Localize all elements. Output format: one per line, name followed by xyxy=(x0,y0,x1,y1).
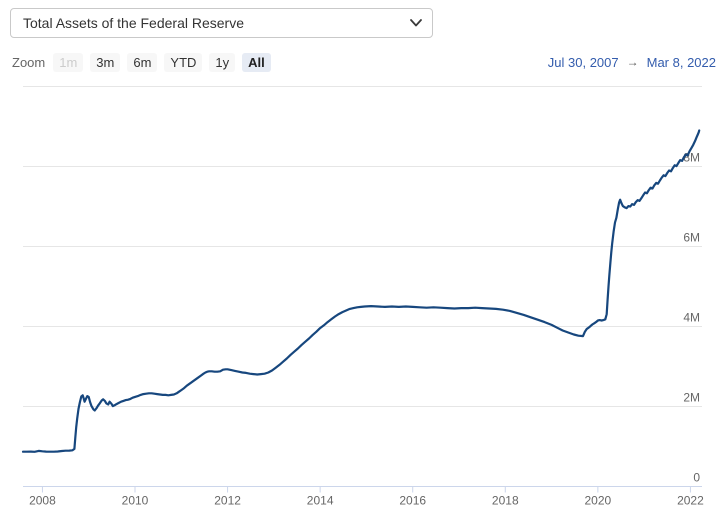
y-axis-label: 6M xyxy=(683,231,700,245)
x-axis-label: 2014 xyxy=(307,494,334,508)
series-line xyxy=(21,129,701,453)
y-axis-label: 8M xyxy=(683,151,700,165)
zoom-button-all[interactable]: All xyxy=(242,52,271,72)
range-selector: Zoom 1m 3m 6m YTD 1y All Jul 30, 2007 → … xyxy=(12,51,716,73)
date-to[interactable]: Mar 8, 2022 xyxy=(646,54,716,70)
chevron-down-icon xyxy=(410,19,422,27)
y-axis-label: 4M xyxy=(683,311,700,325)
zoom-button-6m[interactable]: 6m xyxy=(127,52,158,72)
y-axis-label: 2M xyxy=(683,391,700,405)
arrow-right-icon: → xyxy=(626,55,639,69)
zoom-button-3m[interactable]: 3m xyxy=(90,52,121,72)
y-axis-label: 0 xyxy=(693,471,700,485)
date-range: Jul 30, 2007 → Mar 8, 2022 xyxy=(548,55,716,70)
chart-area[interactable]: 0 2M 4M 6M 8M 2008 2010 2012 2014 2016 2018 2020 202… xyxy=(0,74,728,530)
x-axis-label: 2012 xyxy=(214,494,241,508)
zoom-button-1m[interactable]: 1m xyxy=(53,52,84,72)
x-axis-label: 2022 xyxy=(677,494,704,508)
x-axis-label: 2008 xyxy=(29,494,56,508)
zoom-label: Zoom xyxy=(12,54,46,70)
x-axis-label: 2020 xyxy=(585,494,612,508)
indicator-select[interactable]: Total Assets of the Federal Reserve xyxy=(10,8,433,38)
date-from[interactable]: Jul 30, 2007 xyxy=(547,54,619,70)
zoom-button-1y[interactable]: 1y xyxy=(209,52,236,72)
x-axis-label: 2018 xyxy=(492,494,519,508)
x-axis-label: 2016 xyxy=(399,494,426,508)
indicator-select-value: Total Assets of the Federal Reserve xyxy=(23,15,244,31)
x-axis-label: 2010 xyxy=(122,494,149,508)
zoom-button-ytd[interactable]: YTD xyxy=(164,52,203,72)
